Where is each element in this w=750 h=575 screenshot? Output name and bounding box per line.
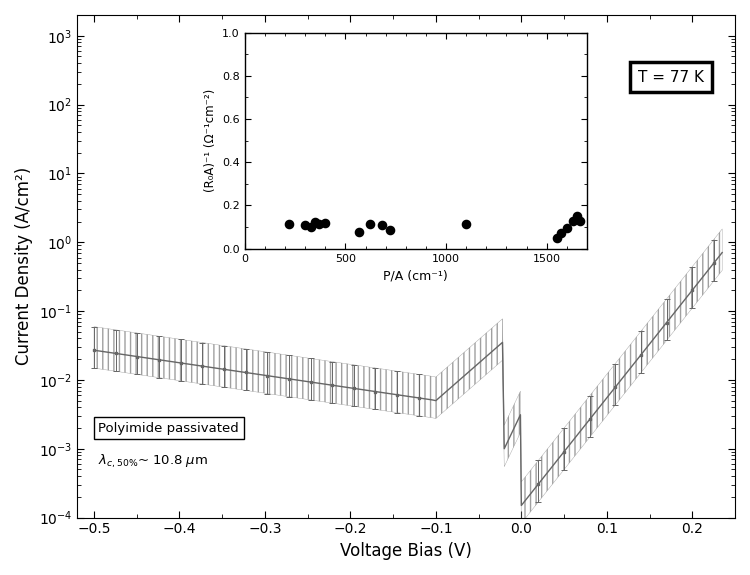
Text: Polyimide passivated: Polyimide passivated — [98, 421, 239, 435]
X-axis label: Voltage Bias (V): Voltage Bias (V) — [340, 542, 472, 560]
Text: $\lambda_{c,50\%}$~ 10.8 $\mu$m: $\lambda_{c,50\%}$~ 10.8 $\mu$m — [98, 453, 208, 470]
Text: T = 77 K: T = 77 K — [638, 70, 704, 85]
Y-axis label: Current Density (A/cm²): Current Density (A/cm²) — [15, 167, 33, 366]
